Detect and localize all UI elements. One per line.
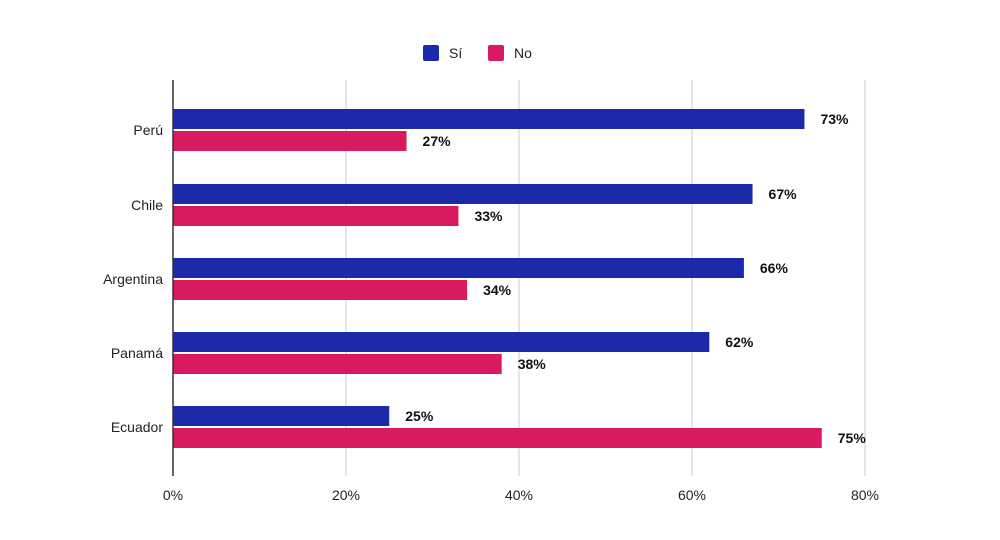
bars — [173, 109, 822, 448]
data-label-si-chile: 67% — [769, 186, 798, 202]
bar-no-peru — [173, 131, 407, 151]
bar-no-chile — [173, 206, 459, 226]
legend: Sí No — [423, 45, 532, 61]
bar-si-peru — [173, 109, 805, 129]
x-tick-label-0: 0% — [163, 487, 183, 503]
bar-no-panama — [173, 354, 502, 374]
data-label-si-panama: 62% — [725, 334, 754, 350]
bar-no-ecuador — [173, 428, 822, 448]
data-label-no-argentina: 34% — [483, 282, 512, 298]
data-label-no-chile: 33% — [474, 208, 503, 224]
bar-si-ecuador — [173, 406, 390, 426]
data-label-no-panama: 38% — [518, 356, 547, 372]
bar-si-chile — [173, 184, 753, 204]
data-label-no-ecuador: 75% — [838, 430, 867, 446]
legend-swatch-no — [488, 45, 504, 61]
bar-si-argentina — [173, 258, 744, 278]
x-tick-label-60: 60% — [678, 487, 706, 503]
legend-label-si: Sí — [449, 45, 462, 61]
category-label-peru: Perú — [133, 122, 163, 138]
bar-si-panama — [173, 332, 710, 352]
data-label-no-peru: 27% — [423, 133, 452, 149]
data-label-si-argentina: 66% — [760, 260, 789, 276]
x-tick-label-40: 40% — [505, 487, 533, 503]
labels: 0% 20% 40% 60% 80% Perú 73% 27% Chile 67% 33% Argen… — [103, 111, 879, 503]
legend-label-no: No — [514, 45, 532, 61]
x-tick-label-80: 80% — [851, 487, 879, 503]
legend-swatch-si — [423, 45, 439, 61]
x-tick-label-20: 20% — [332, 487, 360, 503]
category-label-ecuador: Ecuador — [111, 419, 163, 435]
bar-no-argentina — [173, 280, 468, 300]
category-label-panama: Panamá — [111, 345, 163, 361]
data-label-si-peru: 73% — [820, 111, 849, 127]
category-label-argentina: Argentina — [103, 271, 163, 287]
data-label-si-ecuador: 25% — [405, 408, 434, 424]
category-label-chile: Chile — [131, 197, 163, 213]
